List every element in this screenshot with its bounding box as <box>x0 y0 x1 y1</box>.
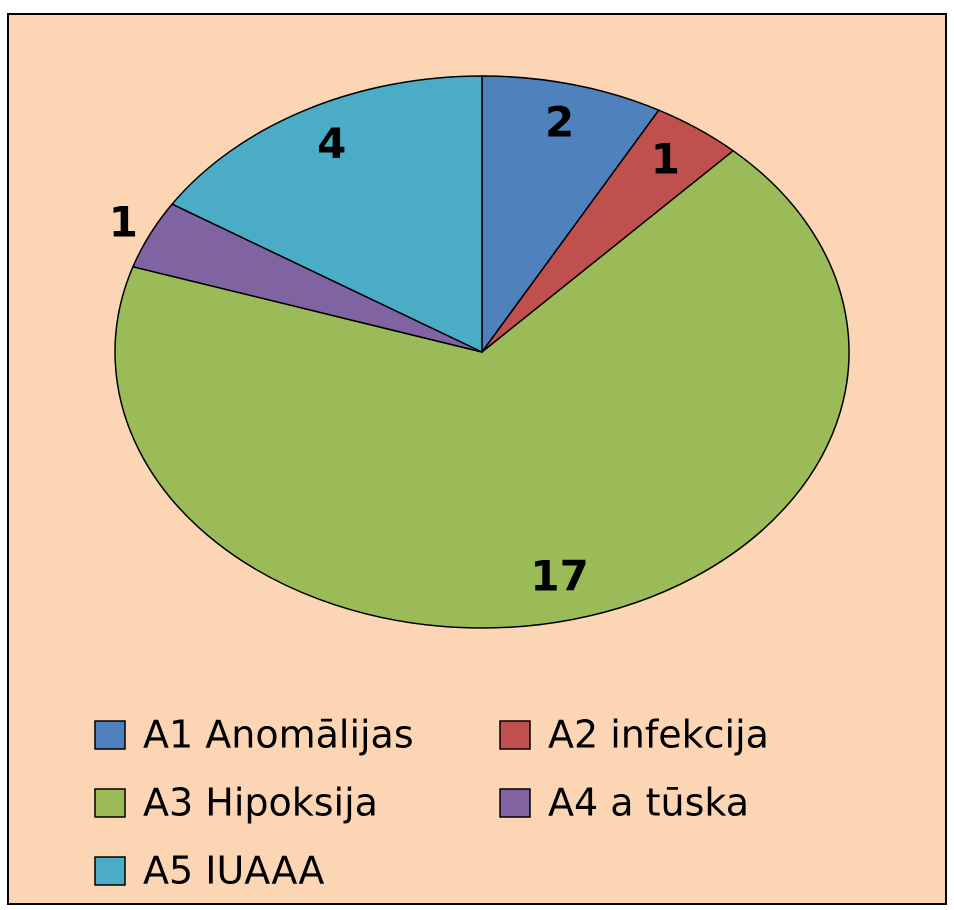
data-label: 17 <box>530 552 588 601</box>
legend-label: A1 Anomālijas <box>143 713 414 757</box>
pie-slice <box>481 75 660 355</box>
legend-swatch <box>94 720 126 750</box>
legend-swatch <box>499 788 531 818</box>
data-label: 1 <box>651 135 680 184</box>
pie-slice <box>114 149 850 629</box>
legend-label: A2 infekcija <box>548 713 769 757</box>
legend-label: A5 IUAAA <box>143 849 324 893</box>
legend-swatch <box>499 720 531 750</box>
legend-label: A3 Hipoksija <box>143 781 378 825</box>
data-label: 4 <box>317 119 346 168</box>
legend-swatch <box>94 788 126 818</box>
pie-slice <box>170 75 483 354</box>
data-label: 1 <box>109 198 138 247</box>
legend-swatch <box>94 856 126 886</box>
legend-label: A4 a tūska <box>548 781 749 825</box>
data-label: 2 <box>545 97 574 146</box>
